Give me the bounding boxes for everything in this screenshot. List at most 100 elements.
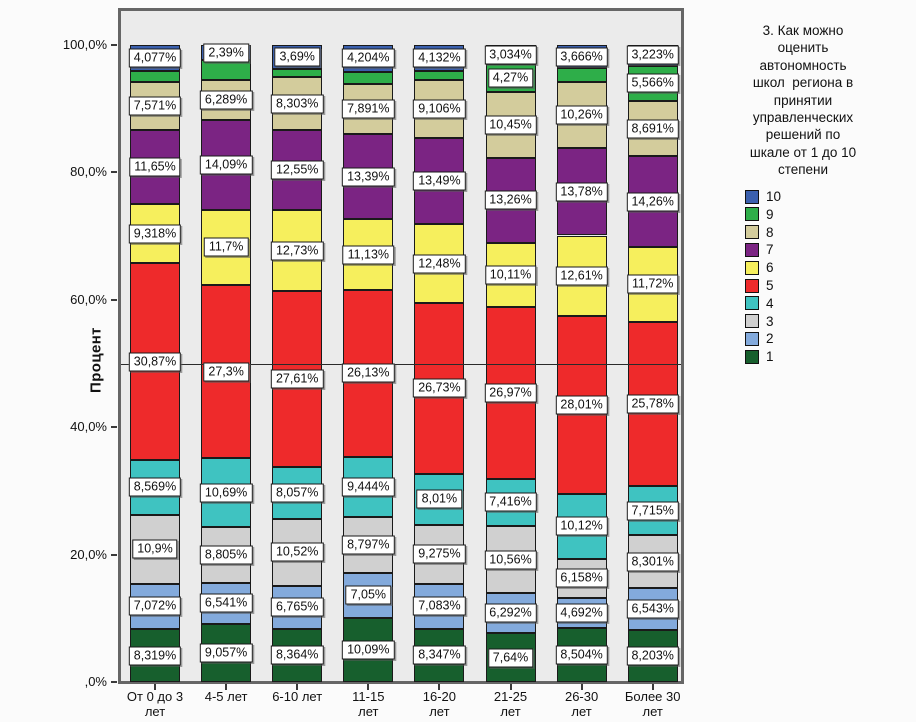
value-label: 7,05% xyxy=(345,585,392,605)
value-label: 7,715% xyxy=(626,501,679,521)
legend-item-label: 1 xyxy=(766,349,774,365)
value-label: 27,61% xyxy=(270,369,324,389)
y-tick-mark xyxy=(111,681,117,683)
legend-item-8: 8 xyxy=(690,223,916,241)
value-label: 26,13% xyxy=(342,363,395,383)
bar-segment-9 xyxy=(343,71,394,84)
legend-title-line: принятии xyxy=(773,92,833,108)
value-label: 10,56% xyxy=(484,550,537,570)
value-label: 9,318% xyxy=(128,224,182,244)
value-label: 5,566% xyxy=(626,73,679,93)
x-tick-mark xyxy=(438,684,441,690)
legend-swatch-icon xyxy=(745,225,759,240)
value-label: 10,26% xyxy=(555,105,608,125)
value-label: 27,3% xyxy=(203,362,249,381)
value-label: 10,45% xyxy=(484,115,537,135)
x-category-label: 11-15 лет xyxy=(352,689,385,719)
value-label: 12,48% xyxy=(413,254,466,274)
y-tick-mark xyxy=(111,44,117,46)
legend-title-line: шкале от 1 до 10 xyxy=(749,144,857,160)
value-label: 11,65% xyxy=(129,157,181,177)
value-label: 8,301% xyxy=(626,552,679,572)
legend-title-line: школ региона в xyxy=(752,75,854,91)
legend-item-9: 9 xyxy=(690,205,916,223)
y-tick-label: 20,0% xyxy=(70,546,107,562)
value-label: 3,666% xyxy=(555,47,608,67)
y-axis-title: Процент xyxy=(87,327,105,393)
x-category-label: От 0 до 3 лет xyxy=(126,689,184,719)
legend-title-line: решений по xyxy=(765,127,841,143)
legend-item-label: 4 xyxy=(766,295,774,311)
value-label: 8,319% xyxy=(128,646,182,665)
value-label: 3,69% xyxy=(274,47,320,67)
value-label: 12,73% xyxy=(270,241,324,261)
value-label: 6,765% xyxy=(270,597,324,617)
y-tick-mark xyxy=(111,298,117,301)
legend-item-label: 8 xyxy=(766,224,774,240)
value-label: 8,364% xyxy=(270,645,324,665)
value-label: 8,347% xyxy=(413,645,466,665)
x-tick-mark xyxy=(154,684,156,690)
legend-swatch-icon xyxy=(745,189,759,204)
legend-swatch-icon xyxy=(745,242,759,257)
x-tick-mark xyxy=(651,684,654,690)
legend-title: 3. Как можно оценить автономность школ реги… xyxy=(690,22,916,179)
plot-panel: 4,077% 7,571% 11,65% 9,318% 30,87% 8,569% 10,9… xyxy=(118,8,684,684)
value-label: 6,292% xyxy=(484,603,537,623)
value-label: 11,13% xyxy=(342,245,395,265)
value-label: 6,543% xyxy=(626,599,679,619)
y-tick-label: ,0% xyxy=(84,674,107,689)
legend-swatch-icon xyxy=(745,331,759,346)
value-label: 8,805% xyxy=(199,545,253,565)
value-label: 4,204% xyxy=(342,48,395,68)
value-label: 4,132% xyxy=(413,48,466,68)
value-label: 8,303% xyxy=(270,94,324,114)
value-label: 6,541% xyxy=(199,593,253,613)
value-label: 28,01% xyxy=(555,395,608,415)
value-label: 8,01% xyxy=(416,489,463,509)
legend-title-line: управленческих xyxy=(752,110,854,126)
legend-swatch-icon xyxy=(745,260,759,275)
value-label: 25,78% xyxy=(626,394,679,414)
value-label: 4,692% xyxy=(555,603,608,623)
y-tick-label: 40,0% xyxy=(70,419,107,435)
legend-swatch-icon xyxy=(745,296,759,311)
value-label: 7,891% xyxy=(342,99,395,119)
value-label: 11,72% xyxy=(626,274,679,294)
value-label: 8,569% xyxy=(128,477,182,497)
value-label: 26,73% xyxy=(413,378,466,398)
value-label: 10,09% xyxy=(342,640,395,660)
legend-swatch-icon xyxy=(745,314,759,329)
bar-segment-9 xyxy=(130,70,180,82)
value-label: 9,106% xyxy=(413,99,466,119)
legend-swatch-icon xyxy=(745,207,759,222)
value-label: 4,27% xyxy=(487,68,534,88)
x-category-label: 4-5 лет xyxy=(204,689,248,704)
y-tick-mark xyxy=(111,426,117,429)
y-tick-label: 80,0% xyxy=(70,164,107,180)
value-label: 6,158% xyxy=(555,568,608,588)
x-tick-mark xyxy=(509,684,512,690)
value-label: 6,289% xyxy=(199,90,253,110)
value-label: 7,571% xyxy=(128,96,182,116)
value-label: 13,49% xyxy=(413,171,466,191)
legend-title-line: степени xyxy=(777,162,829,178)
legend-item-10: 10 xyxy=(690,188,916,206)
y-tick-label: 60,0% xyxy=(70,291,107,307)
value-label: 7,64% xyxy=(487,648,534,668)
value-label: 13,78% xyxy=(555,182,608,202)
legend-item-5: 5 xyxy=(690,277,916,295)
legend-title-line: автономность xyxy=(759,57,847,73)
y-tick-mark xyxy=(111,553,117,556)
legend-item-label: 10 xyxy=(766,189,782,205)
value-label: 7,083% xyxy=(413,596,466,616)
value-label: 10,69% xyxy=(199,483,253,502)
value-label: 13,26% xyxy=(484,190,537,210)
value-label: 10,12% xyxy=(555,516,608,536)
x-tick-mark xyxy=(367,684,370,690)
legend-swatch-icon xyxy=(745,349,759,364)
value-label: 2,39% xyxy=(203,43,249,63)
legend-item-3: 3 xyxy=(690,312,916,330)
bar-segment-9 xyxy=(556,68,607,83)
x-category-label: 26-30 лет xyxy=(564,689,599,719)
